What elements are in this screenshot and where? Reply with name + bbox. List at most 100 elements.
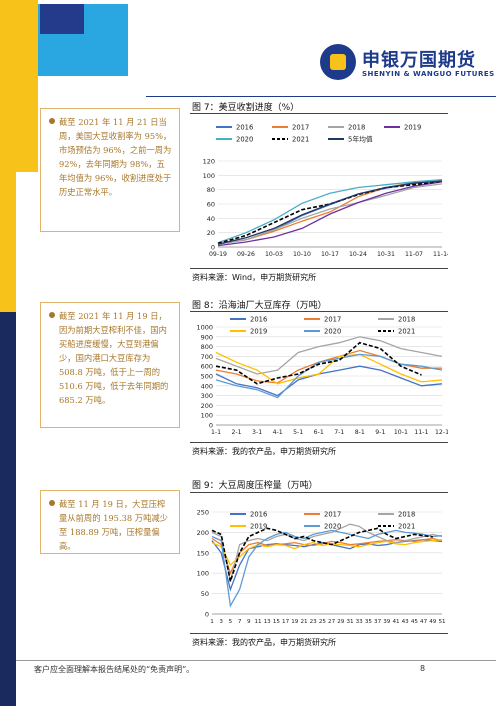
series-line-2021 (211, 527, 433, 582)
x-tick-label: 25 (319, 619, 327, 625)
x-tick-label: 35 (365, 619, 373, 625)
legend-label: 2020 (324, 523, 341, 531)
x-tick-label: 7 (238, 619, 242, 625)
series-line-2021 (217, 180, 443, 245)
figure-top-rule (190, 311, 448, 312)
x-tick-label: 09-19 (209, 251, 227, 258)
y-tick-label: 600 (201, 363, 213, 371)
x-tick-label: 27 (328, 619, 336, 625)
y-tick-label: 400 (201, 382, 213, 390)
x-tick-label: 10-24 (349, 251, 367, 258)
figure-title: 图 7：美豆收割进度（%） (192, 103, 300, 113)
figure-top-rule (190, 492, 448, 493)
note-text: 截至 2021 年 11 月 21 日当周，美国大豆收割率为 95%，市场预估为… (59, 117, 172, 197)
x-tick-label: 21 (300, 619, 308, 625)
y-tick-label: 40 (207, 215, 215, 223)
x-tick-label: 39 (383, 619, 391, 625)
legend-label: 2020 (324, 328, 341, 336)
legend-label: 5年均值 (348, 135, 373, 144)
y-tick-label: 900 (201, 333, 213, 341)
figure-title: 图 8：沿海油厂大豆库存（万吨） (192, 301, 327, 311)
logo-english-name: SHENYIN & WANGUO FUTURES (362, 70, 495, 78)
legend-label: 2019 (404, 124, 421, 132)
legend-label: 2016 (250, 511, 267, 519)
y-tick-label: 0 (209, 422, 213, 430)
y-tick-label: 800 (201, 343, 213, 351)
x-tick-label: 5-1 (293, 429, 303, 436)
footer-disclaimer: 客户应全面理解本报告结尾处的“免责声明”。 (34, 665, 195, 674)
x-tick-label: 3-1 (252, 429, 262, 436)
series-line-2020 (211, 529, 443, 608)
figure-source: 资料来源：我的农产品，申万期货研究所 (192, 638, 336, 647)
x-tick-label: 4-1 (273, 429, 283, 436)
series-line-2020 (215, 353, 443, 399)
x-tick-label: 8-1 (355, 429, 365, 436)
legend-label: 2019 (250, 523, 267, 531)
x-tick-label: 49 (429, 619, 437, 625)
series-line-5年均值 (217, 180, 443, 245)
x-tick-label: 12-1 (435, 429, 448, 436)
x-tick-label: 9-1 (375, 429, 385, 436)
legend-label: 2021 (398, 523, 415, 531)
header-decoration-yellow (0, 0, 38, 172)
x-tick-label: 11-07 (405, 251, 423, 258)
y-tick-label: 50 (201, 590, 209, 598)
x-tick-label: 11-14 (433, 251, 448, 258)
x-tick-label: 10-31 (377, 251, 395, 258)
x-tick-label: 1-1 (211, 429, 221, 436)
series-line-2016 (215, 365, 443, 397)
x-tick-label: 6-1 (314, 429, 324, 436)
legend-label: 2017 (324, 316, 341, 324)
legend-label: 2020 (236, 136, 253, 144)
figure-source: 资料来源：Wind，申万期货研究所 (192, 273, 317, 282)
x-tick-label: 3 (219, 619, 223, 625)
note-text: 截至 11 月 19 日，大豆压榨量从前周的 195.38 万吨减少至 188.… (59, 499, 168, 551)
y-tick-label: 80 (207, 186, 215, 194)
y-tick-label: 120 (203, 158, 215, 166)
legend-label: 2018 (398, 316, 415, 324)
figure-title: 图 9：大豆周度压榨量（万吨） (192, 481, 318, 491)
legend-label: 2017 (324, 511, 341, 519)
x-tick-label: 15 (273, 619, 281, 625)
x-tick-label: 9 (247, 619, 251, 625)
logo-mark-icon (320, 44, 356, 80)
legend-label: 2018 (398, 511, 415, 519)
legend-label: 2018 (348, 124, 365, 132)
x-tick-label: 43 (402, 619, 410, 625)
y-tick-label: 1000 (196, 324, 213, 332)
y-tick-label: 150 (197, 549, 209, 557)
x-tick-label: 47 (420, 619, 428, 625)
y-tick-label: 20 (207, 229, 215, 237)
figure-bottom-rule (190, 633, 448, 634)
x-tick-label: 10-17 (321, 251, 339, 258)
y-tick-label: 700 (201, 353, 213, 361)
x-tick-label: 37 (374, 619, 382, 625)
x-tick-label: 23 (310, 619, 318, 625)
series-line-2018 (211, 523, 443, 582)
y-tick-label: 500 (201, 373, 213, 381)
figure-bottom-rule (190, 268, 448, 269)
x-tick-label: 29 (337, 619, 345, 625)
header-decoration-navy (40, 4, 84, 34)
note-box-harvest: 截至 2021 年 11 月 21 日当周，美国大豆收割率为 95%，市场预估为… (40, 108, 180, 232)
x-tick-label: 10-10 (293, 251, 311, 258)
x-tick-label: 51 (438, 619, 446, 625)
note-box-crush: 截至 11 月 19 日，大豆压榨量从前周的 195.38 万吨减少至 188.… (40, 490, 180, 554)
y-tick-label: 100 (201, 412, 213, 420)
chart-harvest-progress: 0 20 40 60 80 100 120 09-19 09-26 10-03 10-10 10-17… (203, 124, 448, 259)
left-stripe-yellow (0, 172, 16, 312)
bullet-icon (49, 118, 55, 124)
series-line-2020 (217, 178, 443, 244)
y-tick-label: 200 (201, 402, 213, 410)
bullet-icon (49, 500, 55, 506)
x-tick-label: 7-1 (334, 429, 344, 436)
bullet-icon (49, 312, 55, 318)
x-tick-label: 19 (291, 619, 299, 625)
legend-label: 2016 (250, 316, 267, 324)
series-line-2018 (215, 336, 443, 375)
x-tick-label: 11-1 (414, 429, 428, 436)
x-tick-label: 13 (264, 619, 272, 625)
x-tick-label: 09-26 (237, 251, 255, 258)
